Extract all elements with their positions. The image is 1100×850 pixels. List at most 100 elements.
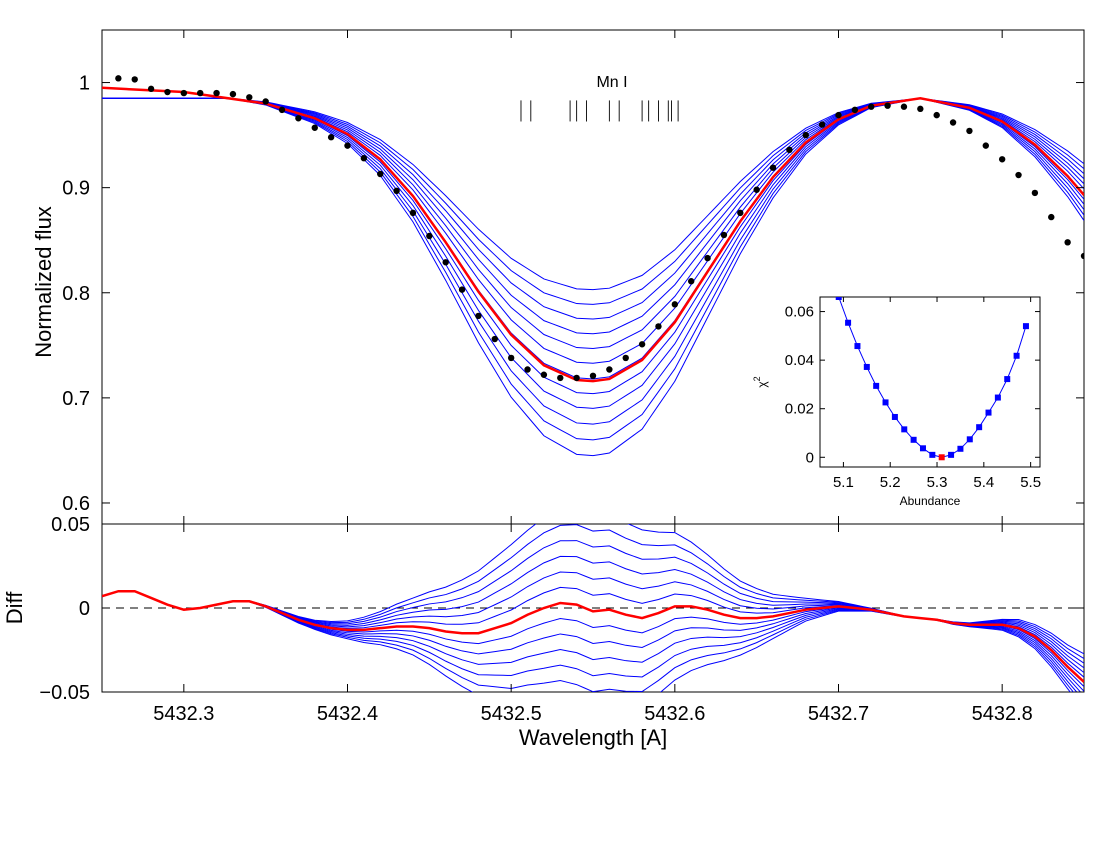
chi-square-point — [1022, 323, 1029, 330]
observed-point — [311, 124, 318, 131]
inset-x-tick-label: 5.5 — [1020, 474, 1041, 491]
wavelength-x-tick-label: 5432.8 — [972, 703, 1033, 725]
inset-frame — [819, 296, 1041, 468]
observed-point — [295, 115, 302, 122]
observed-point — [835, 111, 842, 119]
observed-point — [982, 142, 989, 149]
chi-square-point — [957, 445, 964, 452]
wavelength-x-ticks: 5432.3 5432.4 5432.5 5432.6 5432.7 5432.8 — [153, 524, 1033, 725]
observed-point — [638, 341, 646, 348]
wavelength-x-tick-label: 5432.4 — [317, 703, 378, 725]
chi-square-curve — [835, 297, 1029, 461]
observed-point — [164, 88, 171, 96]
observed-point — [393, 187, 400, 195]
observed-point — [737, 209, 744, 217]
inset-x-axis-label: Abundance — [900, 494, 961, 508]
observed-point — [671, 301, 679, 308]
observed-point — [900, 103, 908, 110]
species-annotation: Mn I — [596, 74, 627, 91]
observed-point — [933, 111, 940, 119]
wavelength-x-tick-label: 5432.3 — [153, 703, 214, 725]
wavelength-x-tick-label: 5432.7 — [808, 703, 869, 725]
observed-point — [704, 254, 711, 262]
chi-square-point — [910, 436, 917, 443]
observed-point — [655, 323, 662, 330]
flux-y-tick-label: 0.8 — [62, 283, 90, 305]
inset-x-ticks: 5.1 5.2 5.3 5.4 5.5 — [833, 297, 1041, 491]
chi-square-point — [882, 399, 889, 406]
inset-y-axis-label: χ2 — [752, 376, 769, 387]
flux-y-ticks: 0.6 0.7 0.8 0.9 1 — [62, 30, 1084, 524]
inset-x-tick-label: 5.3 — [927, 474, 948, 491]
chi-square-point — [1013, 352, 1020, 359]
inset-y-tick-label: 0.04 — [785, 352, 814, 369]
observed-point — [115, 75, 122, 82]
observed-point — [1080, 252, 1084, 260]
inset-y-tick-label: 0.06 — [785, 304, 814, 321]
observed-point — [540, 371, 548, 378]
observed-point — [426, 232, 433, 240]
chi-square-point — [854, 343, 861, 350]
chi-square-point — [966, 436, 973, 443]
observed-point — [246, 94, 253, 101]
observed-point — [507, 354, 515, 362]
chi-square-point — [901, 426, 908, 433]
observed-point — [213, 89, 220, 97]
observed-point — [377, 170, 384, 178]
observed-point — [753, 186, 760, 193]
observed-point — [949, 119, 957, 126]
residual-y-axis-label: Diff — [2, 591, 27, 624]
observed-point — [197, 89, 204, 97]
wavelength-x-tick-label: 5432.5 — [481, 703, 542, 725]
observed-point — [262, 98, 269, 105]
observed-point — [786, 146, 793, 154]
flux-y-tick-label: 0.7 — [62, 388, 90, 410]
observed-point — [409, 209, 417, 217]
inset-y-tick-label: 0 — [806, 449, 814, 466]
inset-y-ticks: 0 0.02 0.04 0.06 — [785, 304, 1040, 466]
observed-point — [966, 127, 973, 135]
inset-y-axis-symbol: χ — [755, 381, 769, 388]
residual-y-tick-label: 0 — [79, 598, 90, 620]
observed-point — [868, 103, 875, 110]
observed-point — [442, 259, 449, 266]
chi-square-point — [845, 319, 852, 326]
wavelength-x-tick-label: 5432.6 — [644, 703, 705, 725]
chi-square-point — [929, 451, 936, 458]
observed-point — [1064, 239, 1071, 246]
observed-point — [769, 164, 777, 171]
wavelength-x-axis-label: Wavelength [A] — [519, 725, 667, 750]
chi-square-point — [985, 409, 992, 416]
chi-square-point — [863, 363, 870, 370]
chi-square-point — [873, 382, 880, 389]
observed-point — [524, 366, 531, 373]
observed-point — [180, 89, 188, 97]
observed-point — [327, 134, 335, 141]
observed-point — [998, 156, 1006, 163]
observed-point — [884, 102, 891, 109]
chi-square-point — [948, 451, 955, 458]
flux-y-tick-label: 0.6 — [62, 493, 90, 515]
observed-point — [606, 366, 613, 373]
best-fit-layer — [102, 86, 1084, 383]
residual-y-ticks: −0.05 0 0.05 — [39, 514, 1084, 704]
observed-point — [917, 105, 924, 113]
observed-point — [278, 106, 286, 114]
flux-y-axis-label: Normalized flux — [31, 206, 56, 358]
observed-point — [229, 90, 237, 98]
inset-x-tick-label: 5.2 — [880, 474, 901, 491]
observed-point — [573, 374, 580, 382]
residual-y-tick-label: −0.05 — [39, 682, 90, 704]
observed-points — [115, 75, 1084, 382]
observed-point — [688, 278, 695, 285]
observed-point — [344, 142, 351, 149]
observed-point — [360, 155, 368, 162]
observed-point — [147, 85, 155, 93]
observed-point — [475, 312, 482, 320]
observed-point — [851, 106, 859, 114]
flux-y-tick-label: 1 — [79, 73, 90, 95]
chi-square-point — [835, 297, 842, 300]
observed-point — [802, 131, 809, 139]
